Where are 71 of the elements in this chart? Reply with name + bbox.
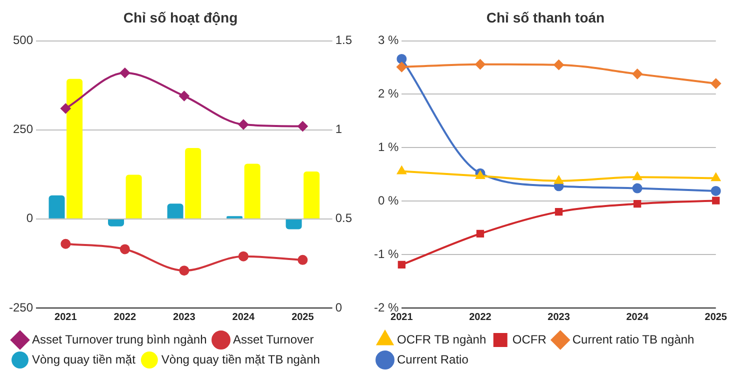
x-tick-label: 2024: [232, 312, 255, 323]
point: [476, 171, 485, 180]
point: [396, 62, 407, 72]
x-tick-label: 2025: [704, 312, 728, 323]
point: [476, 230, 484, 238]
point: [632, 68, 642, 79]
bar: [304, 172, 320, 218]
point: [238, 120, 248, 130]
point: [397, 166, 406, 174]
point: [238, 251, 248, 262]
bar: [66, 78, 83, 218]
point: [710, 186, 721, 196]
bar: [167, 204, 184, 218]
bar: [108, 219, 124, 226]
x-tick-label: 2023: [548, 312, 570, 323]
point: [298, 121, 308, 132]
point: [711, 173, 720, 182]
x-tick-label: 2021: [390, 312, 414, 323]
point: [554, 176, 564, 184]
bar: [244, 164, 260, 218]
legend-label: Current Ratio: [397, 352, 469, 366]
y-tick-label: -2 %: [374, 300, 399, 314]
legend-label: Vòng quay tiền mặt TB ngành: [161, 352, 320, 366]
point: [120, 244, 130, 254]
y2-tick-label: 0.5: [335, 211, 352, 226]
point: [710, 78, 721, 89]
legend-label: Asset Turnover: [232, 332, 314, 346]
point: [475, 59, 486, 70]
point: [120, 68, 130, 78]
y-tick-label: -250: [8, 300, 34, 314]
bar: [185, 148, 202, 218]
point: [398, 260, 406, 269]
point: [554, 60, 564, 70]
legend-label: OCFR TB ngành: [397, 332, 486, 346]
y-tick-label: 3 %: [378, 33, 399, 48]
point: [298, 254, 308, 265]
y-tick-label: 500: [12, 33, 34, 48]
y2-tick-label: 1.5: [335, 33, 352, 48]
y-tick-label: 0: [26, 211, 34, 226]
chart-title: Chỉ số hoạt động: [123, 9, 238, 26]
point: [632, 183, 642, 194]
y2-tick-label: 0: [335, 300, 342, 314]
legend-label: Current ratio TB ngành: [572, 332, 694, 346]
point: [712, 196, 720, 204]
point: [632, 172, 642, 180]
point: [554, 208, 563, 216]
bar: [286, 219, 302, 230]
y-tick-label: 0 %: [378, 193, 399, 208]
chart-title: Chỉ số thanh toán: [486, 9, 605, 26]
x-tick-label: 2022: [114, 312, 136, 323]
point: [179, 266, 190, 276]
point: [60, 238, 71, 249]
x-tick-label: 2024: [626, 312, 649, 323]
y-tick-label: 250: [12, 122, 34, 136]
x-tick-label: 2021: [54, 312, 78, 323]
point: [179, 91, 190, 102]
y-tick-label: -1 %: [374, 246, 399, 261]
legend-label: OCFR: [512, 332, 547, 346]
x-tick-label: 2022: [469, 312, 492, 323]
legend-label: Vòng quay tiền mặt: [32, 352, 136, 366]
y-tick-label: 2 %: [378, 86, 399, 101]
x-tick-label: 2025: [292, 312, 314, 323]
x-tick-label: 2023: [173, 312, 196, 323]
point: [396, 54, 407, 64]
legend-label: Asset Turnover trung bình ngành: [32, 332, 207, 346]
bar: [48, 195, 65, 218]
y2-tick-label: 1: [335, 122, 342, 136]
point: [633, 200, 642, 208]
y-tick-label: 1 %: [378, 140, 399, 154]
bar: [126, 174, 142, 218]
point: [60, 103, 71, 114]
